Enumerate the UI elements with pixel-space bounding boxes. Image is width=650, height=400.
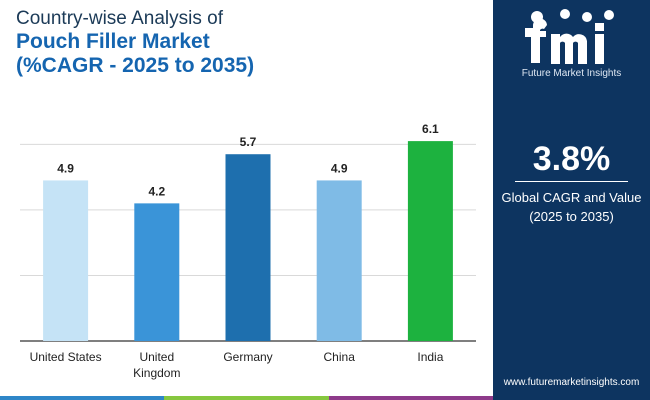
stripe-segment-blue: [0, 396, 165, 400]
global-cagr-value: 3.8%: [532, 140, 611, 178]
category-label-3: China: [324, 350, 356, 364]
website-link[interactable]: www.futuremarketinsights.com: [503, 377, 640, 388]
side-panel: Future Market Insights 3.8% Global CAGR …: [493, 0, 650, 400]
data-label-0: 4.9: [57, 161, 74, 175]
global-cagr-label-line1: Global CAGR and Value: [501, 190, 642, 205]
data-label-2: 5.7: [240, 135, 257, 149]
bar-3: [316, 180, 362, 341]
chart-title-block: Country-wise Analysis of Pouch Filler Ma…: [16, 8, 254, 78]
category-label-2: Germany: [223, 350, 272, 364]
stripe-segment-green: [164, 396, 329, 400]
fmi-logo: [525, 9, 614, 64]
category-label-1-line2: Kingdom: [133, 366, 180, 380]
bar-1: [134, 203, 180, 341]
stripe-segment-purple: [328, 396, 493, 400]
fmi-logo-text: Future Market Insights: [521, 68, 622, 79]
data-label-4: 6.1: [422, 122, 439, 136]
bar-2: [225, 154, 271, 341]
bar-0: [43, 180, 89, 341]
data-label-1: 4.2: [148, 184, 165, 198]
bottom-color-stripe: [0, 396, 493, 400]
chart-title-line3: (%CAGR - 2025 to 2035): [16, 54, 255, 77]
category-label-0: United States: [30, 350, 102, 364]
bar-4: [407, 141, 453, 341]
category-label-1: United: [139, 350, 174, 364]
divider-line: [515, 181, 628, 182]
global-cagr-label-line2: (2025 to 2035): [529, 209, 614, 224]
global-cagr-label: Global CAGR and Value (2025 to 2035): [493, 188, 650, 226]
category-label-4: India: [417, 350, 443, 364]
data-label-3: 4.9: [331, 161, 348, 175]
chart-title-line1: Country-wise Analysis of: [16, 8, 223, 29]
chart-title-line2: Pouch Filler Market: [16, 30, 210, 53]
bar-chart: 4.9 United States 4.2 United Kingdom 5.7 Germa…: [20, 122, 476, 380]
